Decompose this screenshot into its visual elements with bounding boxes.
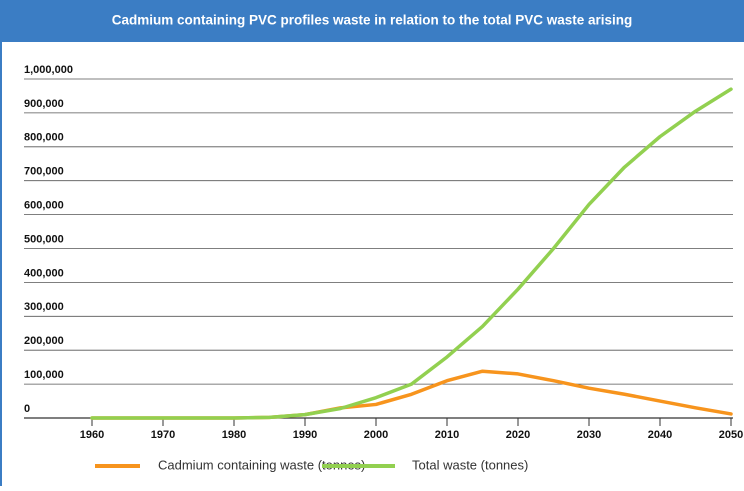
y-tick-label: 500,000 bbox=[24, 233, 64, 245]
y-tick-label: 700,000 bbox=[24, 166, 64, 178]
y-tick-label: 900,000 bbox=[24, 98, 64, 110]
x-tick-label: 2050 bbox=[719, 429, 743, 441]
x-tick-label: 1980 bbox=[222, 429, 246, 441]
y-tick-label: 600,000 bbox=[24, 200, 64, 212]
x-tick-label: 1990 bbox=[293, 429, 317, 441]
y-tick-label: 400,000 bbox=[24, 267, 64, 279]
x-tick-label: 1970 bbox=[151, 429, 175, 441]
x-tick-label: 2030 bbox=[577, 429, 601, 441]
y-tick-label: 300,000 bbox=[24, 301, 64, 313]
x-tick-label: 2020 bbox=[506, 429, 530, 441]
x-tick-label: 2000 bbox=[364, 429, 388, 441]
series-line bbox=[90, 87, 733, 420]
y-tick-label: 800,000 bbox=[24, 132, 64, 144]
series-line bbox=[90, 369, 733, 420]
y-tick-label: 1,000,000 bbox=[24, 64, 73, 76]
x-tick-label: 1960 bbox=[80, 429, 104, 441]
x-tick-label: 2040 bbox=[648, 429, 672, 441]
header-bar bbox=[0, 0, 744, 42]
chart-title: Cadmium containing PVC profiles waste in… bbox=[112, 13, 633, 28]
legend-label: Cadmium containing waste (tonnes) bbox=[158, 457, 365, 472]
y-tick-label: 200,000 bbox=[24, 335, 64, 347]
legend-label: Total waste (tonnes) bbox=[412, 457, 528, 472]
y-tick-label: 0 bbox=[24, 403, 30, 415]
y-tick-label: 100,000 bbox=[24, 369, 64, 381]
x-tick-label: 2010 bbox=[435, 429, 459, 441]
